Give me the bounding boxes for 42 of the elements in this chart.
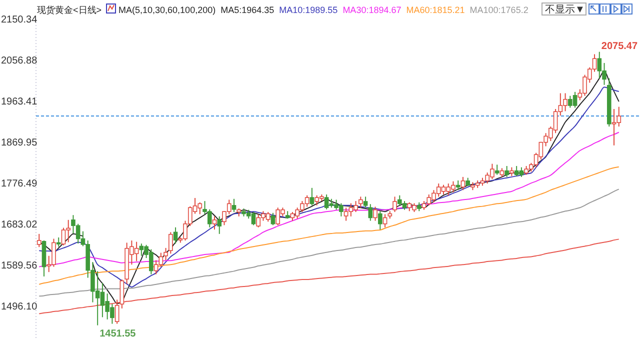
chart-title: 现货黄金<日线>	[37, 5, 102, 15]
candlestick	[270, 212, 276, 226]
candlestick	[232, 198, 236, 213]
candlestick	[120, 279, 124, 309]
text: MA30:1894.67	[342, 5, 402, 15]
candlestick	[212, 216, 217, 230]
candlestick	[36, 233, 42, 248]
y-tick-label: 2056.88	[1, 55, 38, 66]
y-tick-label: 1589.56	[1, 260, 38, 272]
annotation: 2075.47	[601, 40, 638, 52]
candlestick	[310, 187, 314, 206]
candlestick	[217, 216, 222, 234]
line-series	[38, 188, 620, 297]
y-tick-label: 1963.41	[1, 96, 38, 108]
y-tick-label: 1869.95	[1, 137, 38, 148]
candlestick	[494, 164, 500, 176]
candlestick	[456, 180, 460, 191]
candlestick	[460, 176, 466, 191]
candlestick	[368, 204, 373, 222]
candlestick	[358, 196, 363, 208]
chart-subtitle: MA(5,10,30,60,100,200)	[118, 5, 216, 15]
y-tick-label: 2150.34	[1, 14, 38, 26]
candlestick	[168, 232, 173, 254]
line-series	[38, 238, 620, 314]
candlestick	[504, 165, 509, 178]
text: MA100:1765.2	[470, 5, 528, 15]
text: MA60:1815.21	[406, 5, 465, 15]
annotation: 1451.55	[100, 328, 136, 340]
y-tick-label: 1776.49	[1, 178, 38, 190]
text: MA10:1989.55	[279, 5, 338, 15]
candlestick	[173, 226, 178, 244]
candlestick	[56, 236, 61, 248]
text: 不显示▼	[545, 4, 585, 16]
y-tick-label: 1683.02	[1, 219, 38, 230]
candlestick	[392, 196, 397, 213]
candlestick	[373, 206, 378, 222]
y-tick-label: 1496.10	[1, 301, 38, 312]
text: MA5:1964.35	[220, 5, 274, 15]
candlestick	[378, 210, 382, 230]
candlestick	[164, 247, 168, 261]
candlestick	[114, 299, 120, 324]
candlestick	[363, 196, 368, 208]
